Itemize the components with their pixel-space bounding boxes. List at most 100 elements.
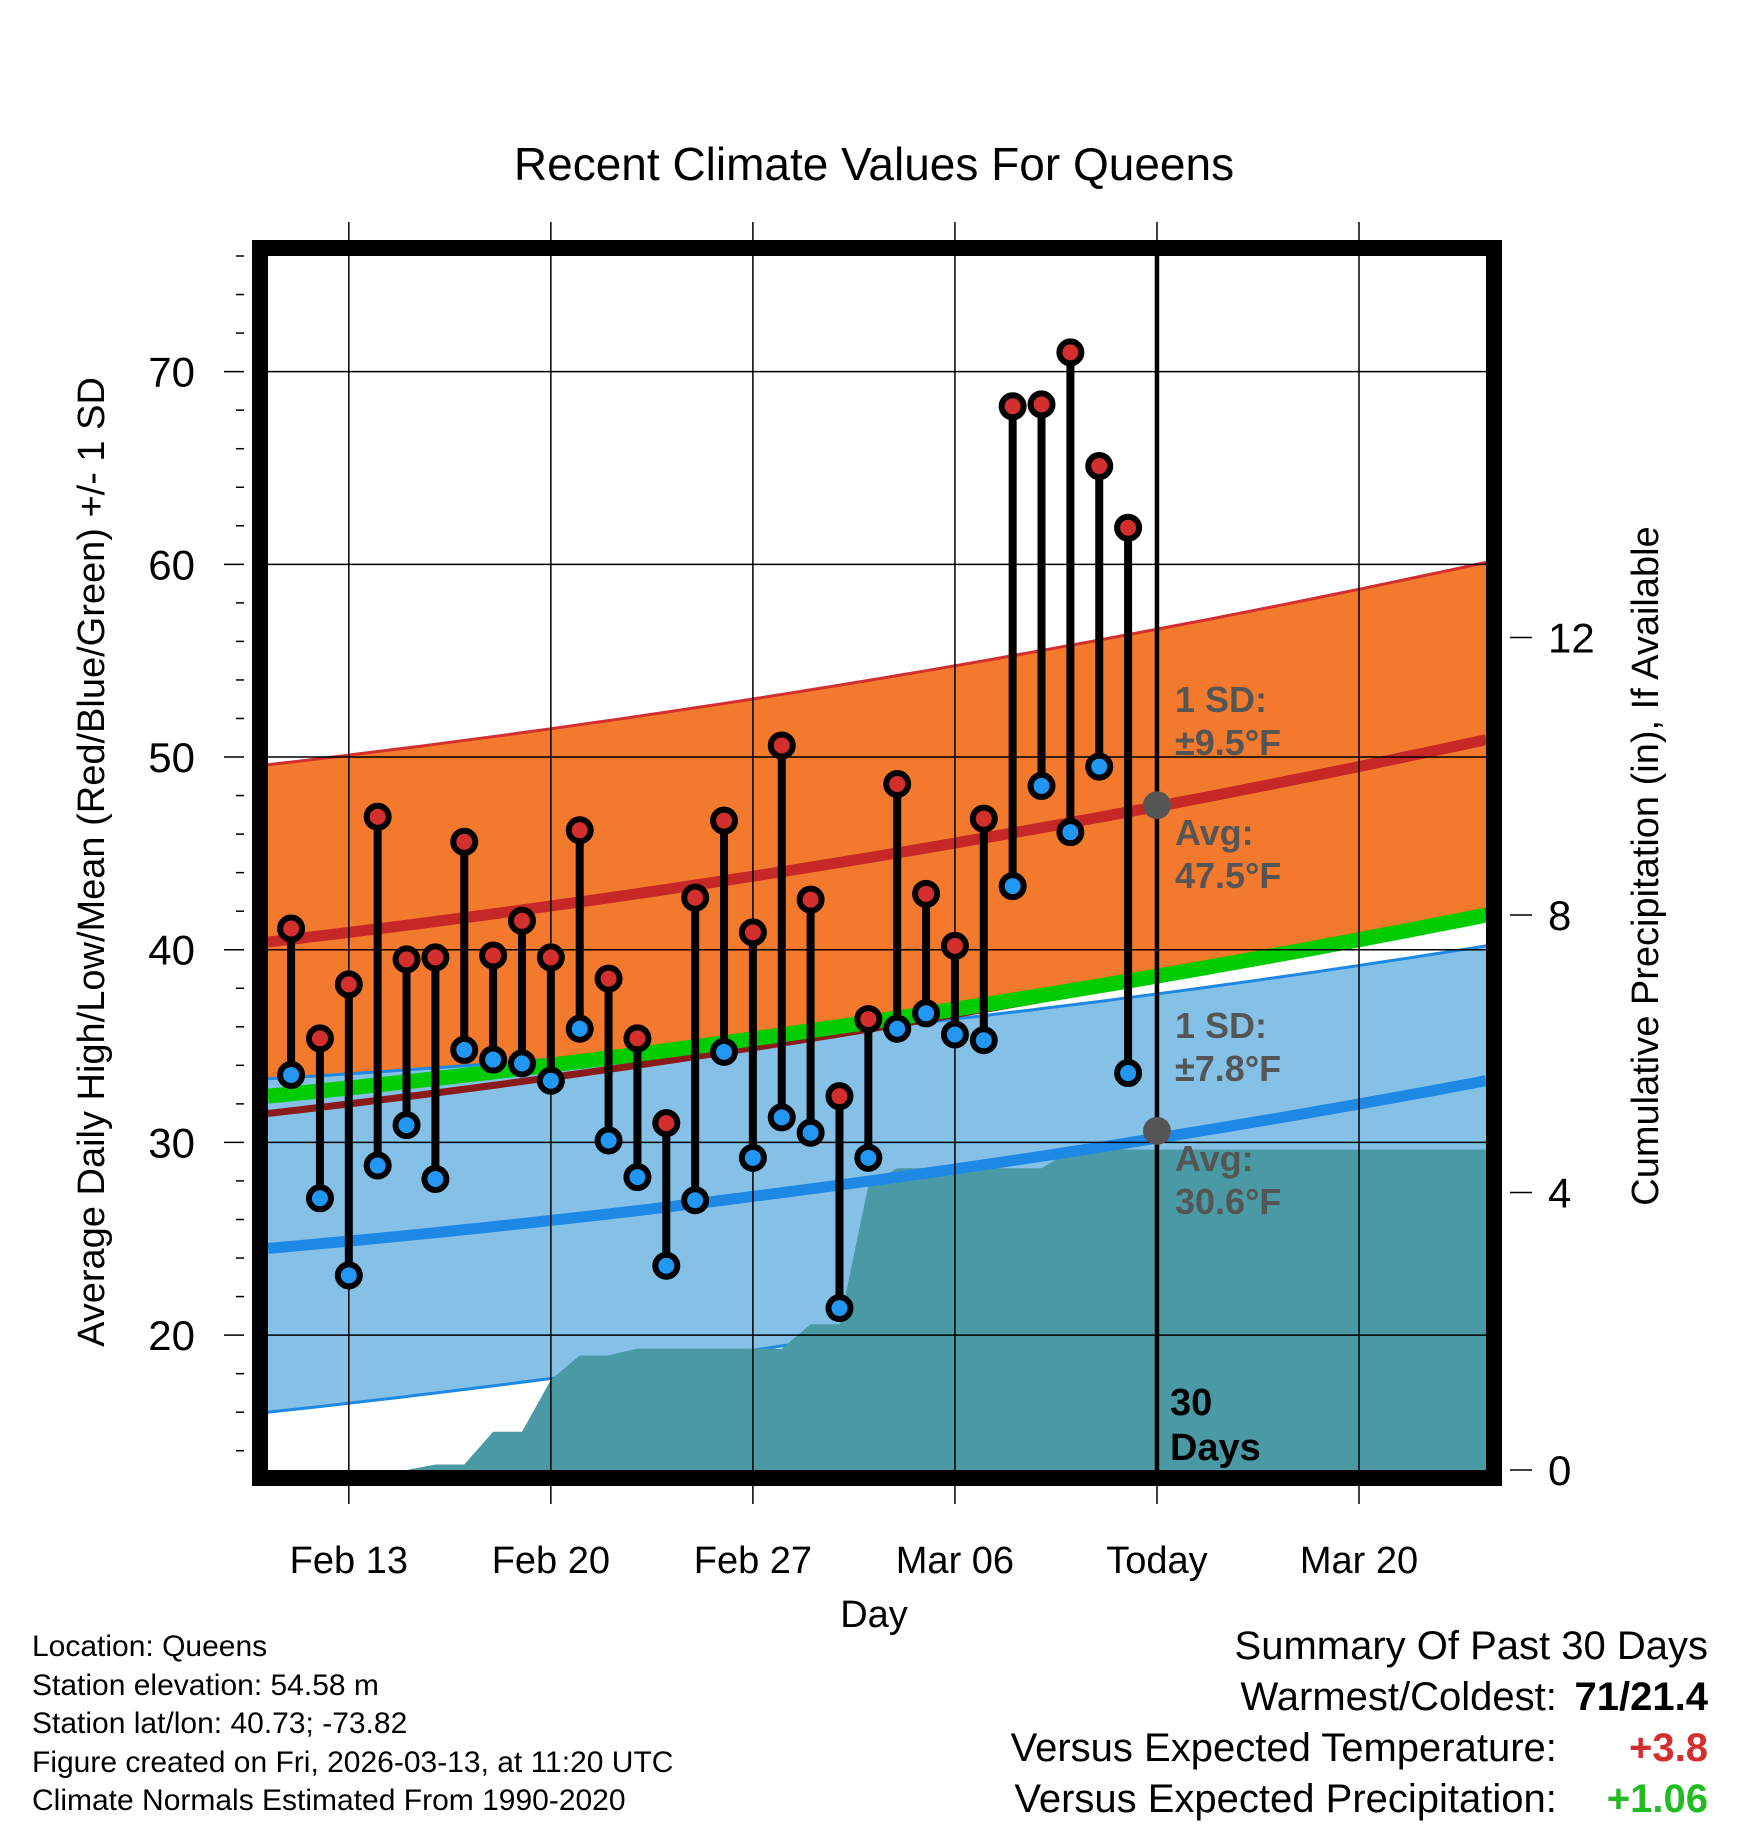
obs-high-point [305, 1024, 334, 1053]
station-info: Location: Queens Station elevation: 54.5… [32, 1628, 673, 1821]
normals-text: Climate Normals Estimated From 1990-2020 [32, 1784, 626, 1817]
y-axis-label: Average Daily High/Low/Mean (Red/Blue/Gr… [71, 377, 113, 1347]
obs-high-point [392, 945, 421, 974]
plot-frame [252, 240, 1502, 1486]
vs-precip-value: +1.06 [1606, 1777, 1708, 1821]
obs-low-point [883, 1014, 912, 1043]
normal-low-line [268, 1075, 1486, 1254]
obs-low-point [277, 1060, 306, 1089]
y2-axis-label: Cumulative Precipitation (in), If Availa… [1625, 526, 1667, 1205]
y-tick-label: 60 [148, 541, 195, 588]
vs-temp-value: +3.8 [1629, 1726, 1708, 1770]
obs-high-point [421, 943, 450, 972]
elevation-text: Station elevation: 54.58 m [32, 1668, 379, 1702]
obs-low-point [796, 1118, 825, 1147]
obs-high-point [277, 914, 306, 943]
obs-low-point [998, 872, 1027, 901]
vs-temp-label: Versus Expected Temperature: [1010, 1726, 1557, 1770]
x-axis-label: Day [840, 1594, 908, 1636]
today-high-avg-dot [1142, 791, 1171, 820]
obs-high-point [969, 804, 998, 833]
x-tick-label: Feb 20 [492, 1540, 610, 1582]
obs-low-point [681, 1186, 710, 1215]
vs-precip-label: Versus Expected Precipitation: [1014, 1777, 1557, 1821]
obs-low-point [854, 1143, 883, 1172]
obs-low-point [450, 1035, 479, 1064]
obs-high-point [738, 918, 767, 947]
obs-low-point [421, 1165, 450, 1194]
obs-low-point [623, 1163, 652, 1192]
obs-low-point [594, 1126, 623, 1155]
low-sd-label: 1 SD: [1175, 1005, 1267, 1046]
high-sd-label: 1 SD: [1175, 679, 1267, 720]
y-tick-label: 40 [148, 927, 195, 974]
obs-high-point [334, 970, 363, 999]
obs-high-point [450, 827, 479, 856]
warmest-coldest-label: Warmest/Coldest: [1240, 1675, 1557, 1719]
obs-high-point [652, 1109, 681, 1138]
obs-high-point [565, 816, 594, 845]
obs-low-point [363, 1151, 392, 1180]
x-tick-label: Feb 27 [694, 1540, 812, 1582]
y2-tick-label: 12 [1548, 615, 1595, 662]
y2-tick-label: 0 [1548, 1447, 1571, 1494]
obs-low-point [334, 1261, 363, 1290]
y2-tick-label: 8 [1548, 892, 1571, 939]
obs-high-point [854, 1005, 883, 1034]
obs-high-point [536, 943, 565, 972]
normal-high-line [268, 734, 1486, 948]
obs-high-point [998, 392, 1027, 421]
low-sd-value: ±7.8°F [1175, 1048, 1281, 1089]
obs-low-point [305, 1184, 334, 1213]
summary-vs-precip: Versus Expected Precipitation: +1.06 [1011, 1774, 1708, 1825]
high-avg-value: 47.5°F [1175, 855, 1281, 896]
today-low-avg-dot [1142, 1116, 1171, 1145]
obs-high-point [912, 879, 941, 908]
obs-high-point [1027, 390, 1056, 419]
obs-high-point [1114, 513, 1143, 542]
obs-low-point [1114, 1059, 1143, 1088]
obs-low-point [1056, 818, 1085, 847]
high-sd-value: ±9.5°F [1175, 722, 1281, 763]
high-avg-label: Avg: [1175, 812, 1254, 853]
obs-low-point [825, 1294, 854, 1323]
obs-high-point [363, 802, 392, 831]
summary-warmest-coldest: Warmest/Coldest: 71/21.4 [1011, 1672, 1709, 1723]
obs-low-point [536, 1066, 565, 1095]
obs-high-point [681, 883, 710, 912]
today-days-number: 30 [1170, 1382, 1212, 1424]
obs-high-point [479, 941, 508, 970]
obs-high-point [507, 906, 536, 935]
obs-high-point [623, 1024, 652, 1053]
obs-low-point [479, 1045, 508, 1074]
summary-vs-temp: Versus Expected Temperature: +3.8 [1011, 1723, 1708, 1774]
obs-low-point [738, 1143, 767, 1172]
latlon-text: Station lat/lon: 40.73; -73.82 [32, 1707, 408, 1740]
obs-low-point [940, 1020, 969, 1049]
y-tick-label: 70 [148, 349, 195, 396]
obs-low-point [565, 1014, 594, 1043]
x-tick-label: Feb 13 [290, 1540, 408, 1582]
obs-high-point [940, 931, 969, 960]
obs-high-point [710, 806, 739, 835]
obs-high-point [825, 1082, 854, 1111]
obs-high-point [796, 885, 825, 914]
obs-low-point [652, 1251, 681, 1280]
summary-title: Summary Of Past 30 Days [1234, 1624, 1708, 1668]
obs-low-point [710, 1037, 739, 1066]
obs-low-point [767, 1103, 796, 1132]
obs-low-point [912, 999, 941, 1028]
obs-low-point [392, 1111, 421, 1140]
obs-low-point [507, 1049, 536, 1078]
y2-tick-label: 4 [1548, 1170, 1571, 1217]
location-text: Location: Queens [32, 1630, 268, 1663]
obs-low-point [969, 1026, 998, 1055]
created-text: Figure created on Fri, 2026-03-13, at 11… [32, 1745, 674, 1779]
warmest-coldest-value: 71/21.4 [1574, 1675, 1708, 1719]
x-tick-label: Mar 06 [896, 1540, 1014, 1582]
summary-panel: Summary Of Past 30 Days Warmest/Coldest:… [1011, 1620, 1708, 1825]
y-tick-label: 30 [148, 1119, 195, 1166]
y-tick-label: 50 [148, 734, 195, 781]
high-plus-sd-line [268, 560, 1486, 767]
